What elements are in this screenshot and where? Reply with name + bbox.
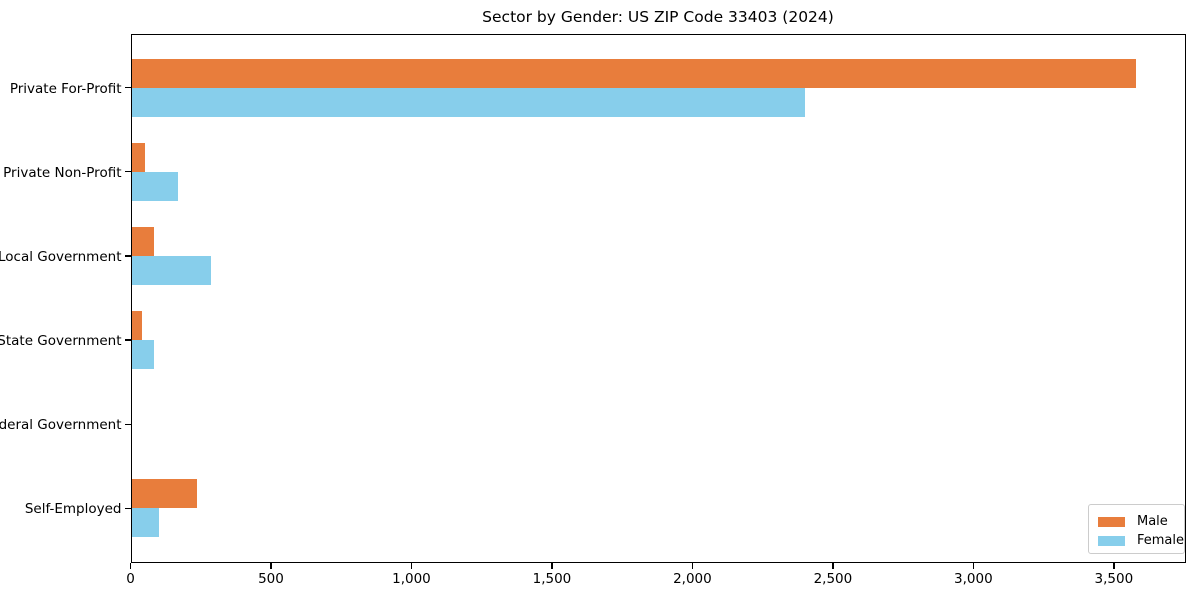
bar-female-2 — [130, 255, 211, 285]
y-axis-tick — [125, 423, 131, 425]
y-axis-label: Self-Employed — [24, 501, 122, 518]
x-axis-label: 500 — [258, 571, 284, 587]
y-axis-label: Private Non-Profit — [3, 164, 122, 181]
x-axis-tick — [691, 563, 694, 569]
legend-swatch-female — [1098, 535, 1125, 546]
y-axis-label: Federal Government — [0, 417, 122, 434]
y-axis-tick — [125, 87, 131, 89]
bar-female-0 — [130, 87, 805, 117]
chart-title: Sector by Gender: US ZIP Code 33403 (202… — [482, 8, 834, 26]
bar-male-0 — [130, 58, 1137, 88]
legend-label-male: Male — [1137, 514, 1168, 529]
legend-swatch-male — [1098, 516, 1125, 527]
x-axis-label: 1,500 — [532, 571, 572, 587]
bar-female-1 — [130, 171, 179, 201]
x-axis-label: 3,000 — [954, 571, 993, 587]
x-axis-label: 3,500 — [1094, 571, 1134, 587]
x-axis-tick — [410, 563, 413, 569]
x-axis-label: 2,000 — [673, 571, 712, 587]
bar-female-5 — [130, 508, 159, 538]
y-axis-tick — [125, 339, 131, 341]
x-axis-tick — [832, 563, 834, 569]
legend-item-male: Male — [1098, 512, 1174, 531]
legend: Male Female — [1088, 504, 1185, 554]
y-axis-tick — [125, 171, 131, 173]
bar-male-2 — [130, 226, 155, 256]
x-axis-tick — [129, 563, 132, 569]
bar-male-1 — [130, 142, 145, 172]
x-axis-label: 1,000 — [392, 571, 431, 587]
y-axis-label: State Government — [0, 333, 122, 350]
y-axis-label: Private For-Profit — [9, 80, 122, 97]
x-axis-tick — [270, 563, 272, 569]
x-axis-tick — [551, 563, 553, 569]
y-axis-tick — [125, 255, 131, 257]
x-axis-label: 0 — [126, 571, 135, 587]
bar-female-3 — [130, 340, 155, 370]
x-axis-tick — [1113, 563, 1115, 569]
bar-male-5 — [130, 479, 197, 509]
bar-male-3 — [130, 311, 142, 341]
y-axis-label: Local Government — [0, 248, 122, 265]
x-axis-tick — [972, 563, 975, 569]
y-axis-tick — [125, 507, 131, 509]
legend-item-female: Female — [1098, 531, 1184, 550]
legend-label-female: Female — [1137, 533, 1185, 548]
x-axis-label: 2,500 — [813, 571, 853, 587]
